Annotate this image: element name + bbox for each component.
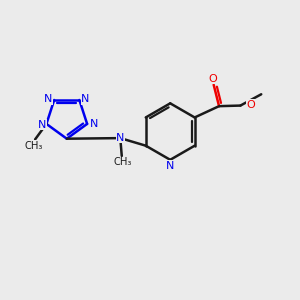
Text: N: N bbox=[38, 119, 46, 130]
Text: CH₃: CH₃ bbox=[25, 141, 43, 151]
Text: N: N bbox=[89, 119, 98, 129]
Text: N: N bbox=[44, 94, 52, 104]
Text: N: N bbox=[166, 161, 174, 171]
Text: O: O bbox=[246, 100, 255, 110]
Text: N: N bbox=[81, 94, 89, 104]
Text: N: N bbox=[116, 133, 124, 142]
Text: CH₃: CH₃ bbox=[113, 158, 131, 167]
Text: O: O bbox=[209, 74, 218, 84]
